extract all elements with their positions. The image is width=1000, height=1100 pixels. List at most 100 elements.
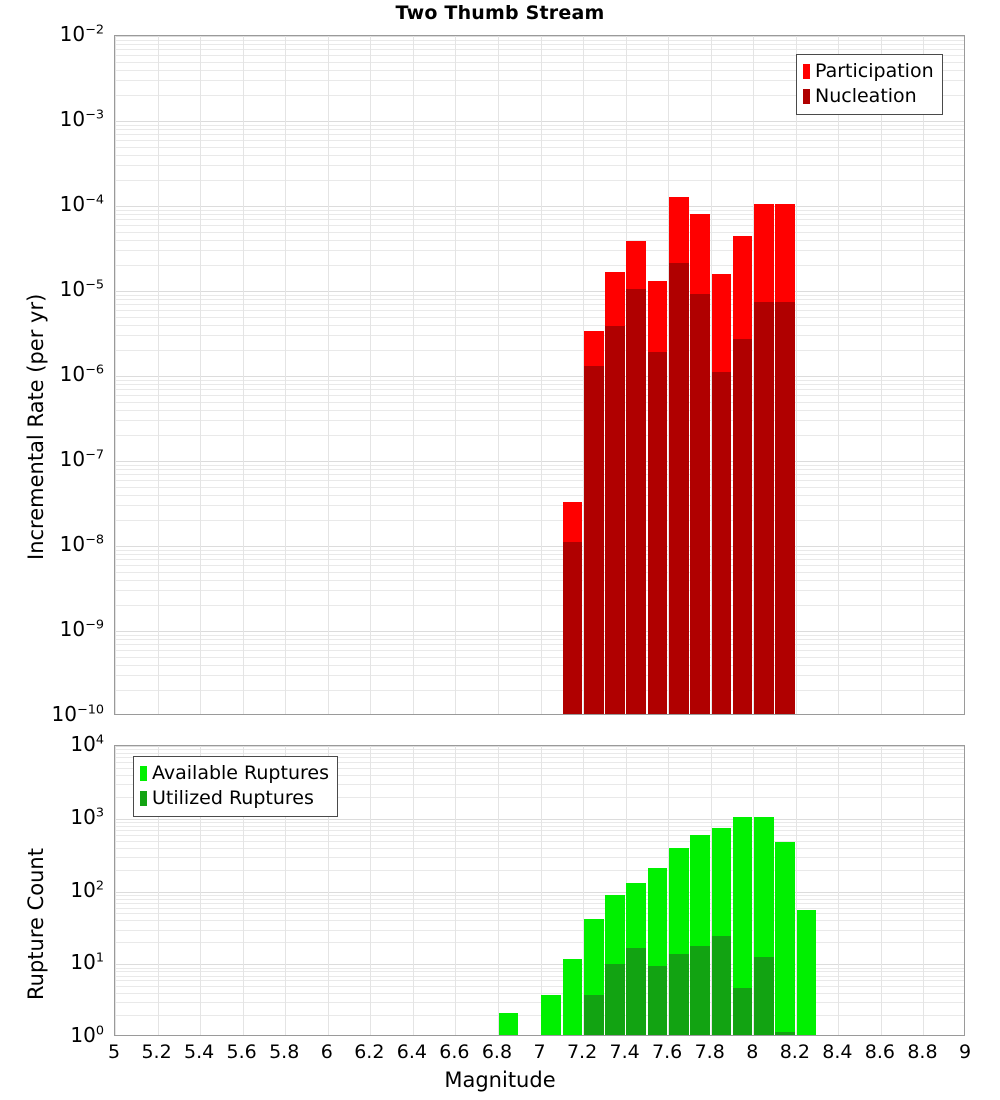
- x-tick-label: 6.4: [396, 1041, 427, 1063]
- bar-available-ruptures: [775, 841, 795, 1035]
- gridline-horizontal: [115, 971, 964, 973]
- gridline-horizontal: [115, 304, 964, 306]
- gridline-horizontal: [115, 139, 964, 141]
- gridline-horizontal: [115, 664, 964, 666]
- legend-item-nucleation[interactable]: Nucleation: [803, 84, 934, 109]
- bar-nucleation: [754, 302, 774, 714]
- gridline-horizontal: [115, 571, 964, 573]
- gridline-vertical: [710, 746, 712, 1035]
- gridline-vertical: [285, 746, 287, 1035]
- gridline-horizontal: [115, 350, 964, 352]
- gridline-horizontal: [115, 80, 964, 82]
- bar-nucleation: [668, 263, 689, 714]
- legend-item-utilized-ruptures[interactable]: Utilized Ruptures: [140, 786, 329, 811]
- gridline-horizontal: [115, 224, 964, 226]
- gridline-horizontal: [115, 494, 964, 496]
- gridline-vertical: [157, 36, 159, 714]
- gridline-horizontal: [115, 384, 964, 386]
- legend-swatch-participation: [803, 64, 810, 79]
- gridline-horizontal: [115, 980, 964, 982]
- gridline-horizontal: [115, 639, 964, 641]
- legend-incremental-rate: Participation Nucleation: [796, 54, 943, 115]
- gridline-horizontal: [115, 894, 964, 896]
- bar-available-ruptures: [796, 909, 817, 1035]
- y-tick-label-top: 10−7: [59, 447, 104, 471]
- gridline-horizontal: [115, 394, 964, 396]
- x-tick-label: 8: [746, 1041, 759, 1063]
- x-tick-label: 7.4: [609, 1041, 640, 1063]
- x-tick-label: 8.2: [779, 1041, 810, 1063]
- gridline-vertical: [497, 746, 499, 1035]
- gridline-horizontal: [115, 964, 964, 966]
- gridline-vertical: [497, 36, 499, 714]
- bar-utilized-ruptures: [754, 956, 774, 1035]
- x-tick-label: 5.6: [226, 1041, 257, 1063]
- bar-utilized-ruptures: [711, 935, 732, 1035]
- bar-available-ruptures: [732, 817, 753, 1035]
- bar-utilized-ruptures: [732, 988, 753, 1035]
- x-tick-label: 7.8: [694, 1041, 725, 1063]
- gridline-vertical: [327, 36, 329, 714]
- gridline-horizontal: [115, 767, 964, 769]
- y-tick-label-top: 10−8: [59, 532, 104, 556]
- legend-item-participation[interactable]: Participation: [803, 59, 934, 84]
- gridline-horizontal: [115, 818, 964, 820]
- gridline-horizontal: [115, 61, 964, 63]
- y-tick-label-bottom: 104: [70, 732, 104, 756]
- legend-item-available-ruptures[interactable]: Available Ruptures: [140, 761, 329, 786]
- gridline-horizontal: [115, 975, 964, 977]
- x-tick-label: 5.2: [141, 1041, 172, 1063]
- y-tick-label-top: 10−3: [59, 107, 104, 131]
- gridline-horizontal: [115, 749, 964, 751]
- gridline-horizontal: [115, 69, 964, 71]
- gridline-horizontal: [115, 822, 964, 824]
- gridline-horizontal: [115, 209, 964, 211]
- bar-nucleation: [732, 338, 753, 714]
- y-tick-label-bottom: 103: [70, 804, 104, 829]
- bar-nucleation: [690, 293, 710, 714]
- gridline-horizontal: [115, 656, 964, 658]
- y-tick-label-top: 10−4: [59, 192, 104, 216]
- gridline-horizontal: [115, 376, 964, 377]
- gridline-horizontal: [115, 231, 964, 233]
- gridline-vertical: [370, 746, 372, 1035]
- grid-bottom: [115, 746, 964, 1035]
- gridline-vertical: [200, 746, 202, 1035]
- gridline-horizontal: [115, 605, 964, 607]
- gridline-horizontal: [115, 757, 964, 759]
- gridline-vertical: [242, 36, 244, 714]
- gridline-vertical: [540, 36, 542, 714]
- gridline-horizontal: [115, 564, 964, 566]
- y-tick-label-bottom: 101: [70, 950, 104, 975]
- gridline-vertical: [923, 746, 925, 1035]
- x-tick-label: 7.2: [566, 1041, 598, 1063]
- x-tick-label: 7: [533, 1041, 546, 1063]
- gridline-horizontal: [115, 1015, 964, 1017]
- grid-top: [115, 36, 964, 714]
- y-tick-label-top: 10−10: [51, 702, 104, 726]
- y-tick-label-top: 10−5: [59, 277, 104, 301]
- gridline-horizontal: [115, 644, 964, 646]
- x-tick-label: 6: [320, 1041, 333, 1063]
- y-tick-label-top: 10−6: [59, 362, 104, 386]
- legend-rupture-count: Available Ruptures Utilized Ruptures: [133, 756, 338, 817]
- gridline-vertical: [412, 746, 414, 1035]
- gridline-horizontal: [115, 825, 964, 827]
- gridline-horizontal: [115, 830, 964, 832]
- gridline-horizontal: [115, 554, 964, 556]
- legend-label-nucleation: Nucleation: [815, 85, 917, 107]
- x-tick-label: 8.8: [907, 1041, 938, 1063]
- x-tick-label: 8.6: [864, 1041, 895, 1063]
- y-tick-label-top: 10−9: [59, 617, 104, 641]
- legend-swatch-available-ruptures: [140, 766, 147, 781]
- gridline-vertical: [115, 746, 116, 1035]
- gridline-horizontal: [115, 36, 964, 37]
- gridline-horizontal: [115, 294, 964, 296]
- gridline-vertical: [327, 746, 329, 1035]
- gridline-vertical: [412, 36, 414, 714]
- bars-rupture-count: [115, 746, 964, 1035]
- y-axis-label-bottom: Rupture Count: [24, 848, 48, 1000]
- gridline-vertical: [753, 36, 755, 714]
- gridline-horizontal: [115, 913, 964, 915]
- gridline-horizontal: [115, 435, 964, 437]
